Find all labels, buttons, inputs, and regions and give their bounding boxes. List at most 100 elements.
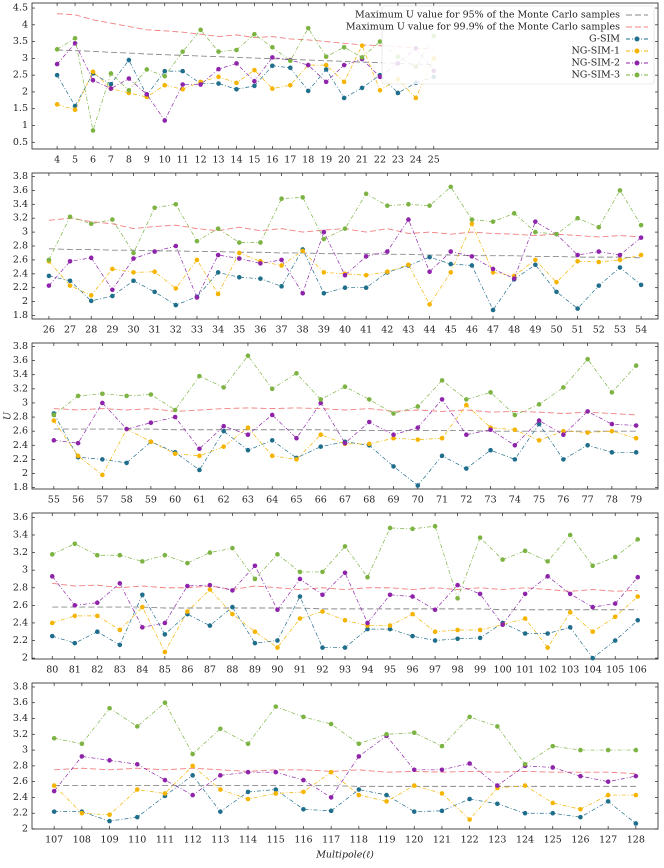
data-point (512, 427, 518, 433)
data-point (464, 432, 469, 437)
data-point (439, 378, 445, 383)
data-point (279, 263, 284, 268)
data-point (342, 570, 348, 576)
data-point (323, 67, 329, 72)
data-point (152, 205, 157, 211)
data-point (273, 787, 279, 792)
series-line (57, 49, 434, 66)
y-tick-label: 3.2 (13, 213, 28, 224)
x-tick-label: 66 (315, 495, 327, 506)
x-tick-label: 63 (242, 495, 254, 506)
data-point (185, 583, 190, 589)
data-point (252, 67, 257, 73)
data-point (180, 82, 185, 87)
data-point (252, 78, 257, 84)
series-line (53, 413, 637, 486)
data-point (198, 27, 203, 33)
x-tick-label: 61 (193, 495, 205, 506)
data-point (432, 523, 438, 529)
y-tick-label: 3 (22, 565, 28, 576)
x-tick-label: 97 (429, 665, 441, 676)
data-point (51, 788, 57, 794)
data-point (117, 642, 123, 648)
data-point (245, 741, 251, 747)
data-point (455, 582, 460, 588)
x-tick-label: 80 (46, 665, 58, 676)
data-point (218, 773, 223, 778)
data-point (144, 91, 150, 97)
data-point (427, 203, 432, 208)
x-tick-label: 104 (584, 665, 602, 676)
series-line (54, 767, 636, 775)
data-point (455, 636, 460, 642)
data-point (75, 393, 81, 399)
data-point (152, 269, 157, 275)
data-point (328, 795, 334, 800)
data-point (279, 257, 284, 263)
data-point (617, 257, 623, 263)
data-point (522, 631, 528, 636)
x-tick-label: 54 (635, 325, 647, 336)
data-point (318, 400, 324, 406)
data-point (321, 236, 327, 242)
data-point (221, 444, 226, 449)
data-point (477, 635, 483, 641)
data-point (221, 428, 226, 434)
y-tick-label: 2.2 (13, 635, 28, 646)
data-point (469, 217, 475, 222)
data-point (395, 90, 401, 96)
data-point (477, 627, 483, 633)
data-point (488, 447, 493, 453)
data-point (512, 442, 518, 448)
data-point (488, 427, 493, 433)
data-point (297, 569, 303, 575)
data-point (234, 61, 239, 66)
x-tick-label: 98 (452, 665, 464, 676)
data-point (495, 724, 500, 729)
data-point (252, 629, 258, 635)
data-point (590, 604, 595, 610)
data-point (245, 796, 251, 802)
data-point (131, 270, 136, 275)
data-point (236, 256, 242, 261)
x-tick-label: 88 (226, 665, 238, 676)
y-tick-label: 3 (22, 397, 28, 408)
data-point (95, 600, 100, 606)
data-point (185, 609, 190, 614)
data-point (305, 62, 311, 68)
data-point (617, 265, 623, 270)
x-tick-label: 69 (387, 495, 399, 506)
data-point (365, 626, 370, 632)
data-point (144, 67, 150, 72)
data-point (207, 623, 213, 628)
data-point (124, 460, 129, 466)
data-point (550, 765, 556, 770)
x-tick-label: 14 (230, 155, 242, 166)
x-tick-label: 122 (461, 835, 479, 846)
data-point (406, 262, 411, 268)
y-tick-label: 2.4 (13, 440, 28, 451)
x-tick-label: 109 (100, 835, 118, 846)
x-tick-label: 108 (73, 835, 91, 846)
data-point (341, 45, 347, 50)
data-point (512, 412, 518, 418)
data-point (207, 587, 213, 592)
legend-marker (634, 36, 640, 42)
series-line (52, 606, 638, 611)
data-point (366, 441, 372, 447)
series-line (48, 218, 642, 299)
data-point (287, 65, 293, 71)
data-point (377, 87, 383, 93)
data-point (575, 215, 580, 221)
data-point (500, 622, 505, 627)
x-tick-label: 103 (561, 665, 579, 676)
x-tick-label: 16 (266, 155, 278, 166)
data-point (117, 581, 123, 586)
data-point (72, 603, 78, 608)
x-tick-label: 117 (322, 835, 340, 846)
data-point (545, 631, 550, 636)
data-point (49, 633, 55, 639)
data-point (270, 55, 275, 60)
data-point (522, 616, 528, 621)
x-tick-label: 96 (407, 665, 419, 676)
